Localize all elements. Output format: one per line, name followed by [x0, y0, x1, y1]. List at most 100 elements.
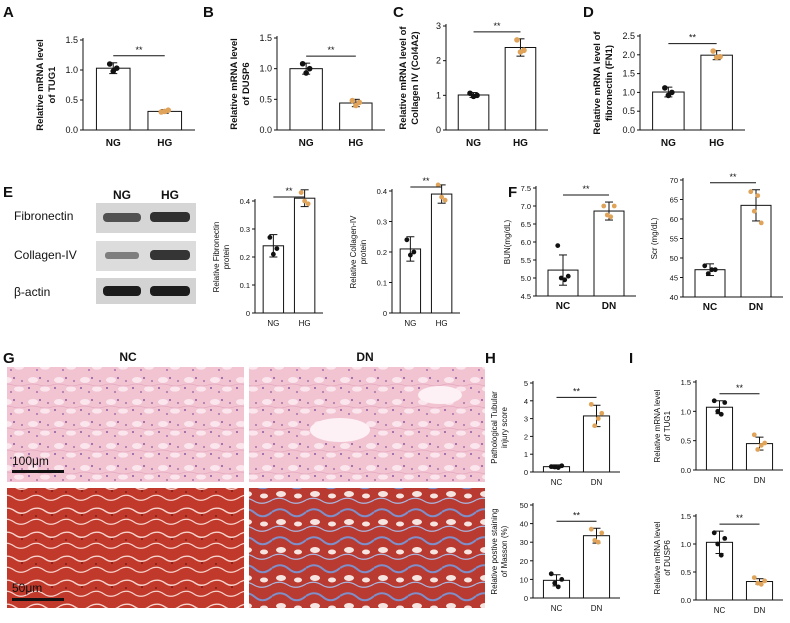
- data-point-f1-0-2: [562, 277, 568, 283]
- y-tick-label-i2-1: 0.5: [681, 568, 691, 577]
- x-category-label-c-1: HG: [513, 138, 528, 149]
- wb-band-fibronectin-ng: [103, 213, 141, 222]
- y-tick-label-h2-4: 40: [520, 520, 528, 529]
- data-point-d-1-2: [717, 53, 723, 60]
- wb-band-fibronectin-hg: [150, 212, 190, 222]
- y-tick-label-e1-2: 0.2: [240, 253, 250, 262]
- x-category-label-h2-1: DN: [591, 604, 603, 613]
- data-point-h2-0-2: [555, 584, 561, 590]
- y-tick-label-c-3: 3: [436, 21, 441, 31]
- chart-a: 0.0 0.5 1.0 1.5 NG HG ** Relative mRNA level of …: [35, 35, 195, 149]
- y-tick-label-b-0: 0.0: [259, 125, 272, 135]
- y-axis-label-h2-0: Relative postive staining: [490, 508, 499, 594]
- y-tick-label-f2-2: 50: [670, 254, 678, 263]
- data-point-e1-0-1: [270, 251, 276, 257]
- y-tick-label-e1-0: 0: [246, 309, 250, 318]
- y-tick-label-h2-3: 30: [520, 538, 528, 547]
- y-tick-label-f2-4: 60: [670, 215, 678, 224]
- wb-row-label-fibronectin: Fibronectin: [14, 209, 73, 223]
- data-point-a-0-0: [106, 61, 113, 67]
- y-tick-label-h2-2: 20: [520, 557, 528, 566]
- data-point-e2-1-0: [435, 182, 441, 188]
- y-axis-label-i1-0: Relative mRNA level: [653, 389, 662, 462]
- chart-h1: 0 1 2 3 4 5 NC DN ** Pathological Tubular injury s…: [490, 379, 620, 487]
- data-point-h2-0-1: [552, 580, 558, 586]
- y-tick-label-e2-0: 0: [383, 309, 387, 318]
- wb-row-label-collagen-iv: Collagen-IV: [14, 248, 77, 262]
- x-category-label-i1-1: DN: [754, 476, 766, 485]
- data-point-f1-1-3: [611, 203, 617, 209]
- y-tick-label-i2-2: 1.0: [681, 540, 691, 549]
- data-point-i1-0-0: [711, 398, 717, 404]
- y-tick-label-h1-5: 5: [524, 379, 528, 388]
- x-category-label-i2-0: NC: [714, 606, 726, 615]
- data-point-i2-1-3: [762, 578, 768, 584]
- y-axis-label-e2-1: protein: [359, 240, 368, 264]
- data-point-f2-1-0: [748, 189, 754, 195]
- western-blot: NG HG Fibronectin Collagen-IV β-actin: [14, 188, 196, 304]
- data-point-d-0-2: [669, 89, 675, 96]
- y-tick-label-h2-1: 10: [520, 575, 528, 584]
- y-tick-label-f2-5: 65: [670, 196, 678, 205]
- data-point-i1-1-1: [755, 447, 761, 452]
- wb-row-label-beta-actin: β-actin: [14, 285, 50, 299]
- significance-label-f1: **: [582, 184, 590, 194]
- y-tick-label-f2-0: 40: [670, 293, 678, 302]
- data-point-f1-0-0: [555, 243, 561, 249]
- data-point-e2-0-2: [411, 249, 417, 255]
- y-tick-label-f1-6: 7.5: [521, 184, 531, 193]
- x-category-label-a-1: HG: [157, 138, 172, 149]
- histology: NC DN 100μm 50μm: [7, 350, 485, 608]
- significance-label-h2: **: [573, 510, 581, 520]
- panel-letter-e: E: [3, 184, 13, 201]
- data-point-h1-0-3: [559, 463, 565, 469]
- masson-image-dn: [249, 488, 485, 608]
- data-point-f2-0-2: [709, 267, 715, 273]
- y-axis-label-i2-1: of DUSP6: [663, 540, 672, 576]
- chart-f2: 40 45 50 55 60 65 70 NC DN ** Scr (mg/dL): [650, 172, 783, 313]
- wb-band-collagen-iv-ng: [105, 252, 139, 259]
- data-point-e1-1-2: [305, 201, 311, 207]
- y-tick-label-f2-1: 45: [670, 274, 678, 283]
- x-category-label-f2-0: NC: [703, 302, 717, 313]
- significance-label-e2: **: [422, 176, 430, 186]
- y-tick-label-f2-6: 70: [670, 176, 678, 185]
- data-point-i2-0-3: [722, 536, 728, 541]
- data-point-i2-1-2: [758, 581, 764, 587]
- y-tick-label-b-3: 1.5: [259, 33, 272, 43]
- y-tick-label-i1-0: 0.0: [681, 466, 691, 475]
- y-tick-label-h1-0: 0: [524, 468, 528, 477]
- chart-h2: 0 10 20 30 40 50 NC DN ** Relative postive staini…: [490, 501, 620, 613]
- y-tick-label-f1-4: 6.5: [521, 220, 531, 229]
- panel-letter-f: F: [508, 184, 517, 201]
- panel-letter-d: D: [583, 4, 594, 21]
- y-tick-label-c-1: 1: [436, 90, 441, 100]
- panel-letter-c: C: [393, 4, 404, 21]
- data-point-b-0-0: [299, 60, 306, 67]
- x-category-label-i1-0: NC: [714, 476, 726, 485]
- data-point-b-1-2: [356, 99, 363, 106]
- x-category-label-d-1: HG: [709, 138, 724, 149]
- data-point-d-0-0: [662, 85, 668, 91]
- y-tick-label-i2-0: 0.0: [681, 596, 691, 605]
- histology-col-label-nc: NC: [119, 350, 137, 364]
- x-category-label-h2-0: NC: [551, 604, 563, 613]
- masson-image-nc: [7, 488, 244, 608]
- significance-label-e1: **: [285, 186, 293, 196]
- x-category-label-f1-0: NC: [556, 301, 570, 312]
- y-tick-label-b-1: 0.5: [259, 94, 272, 104]
- y-tick-label-h2-0: 0: [524, 594, 528, 603]
- x-category-label-b-0: NG: [299, 138, 314, 149]
- data-point-f1-0-3: [565, 273, 571, 279]
- data-point-i1-0-1: [715, 408, 721, 414]
- panel-letter-h: H: [485, 350, 496, 367]
- data-point-h1-0-0: [548, 464, 554, 470]
- wb-band-beta-actin-hg: [150, 286, 190, 296]
- x-category-label-f1-1: DN: [602, 301, 616, 312]
- x-category-label-d-0: NG: [661, 138, 676, 149]
- y-tick-label-d-3: 1.5: [622, 69, 635, 79]
- data-point-h1-1-3: [599, 410, 605, 416]
- bar-b-ng: [289, 68, 323, 131]
- data-point-c-0-2: [474, 92, 480, 99]
- data-point-f2-1-3: [758, 220, 764, 226]
